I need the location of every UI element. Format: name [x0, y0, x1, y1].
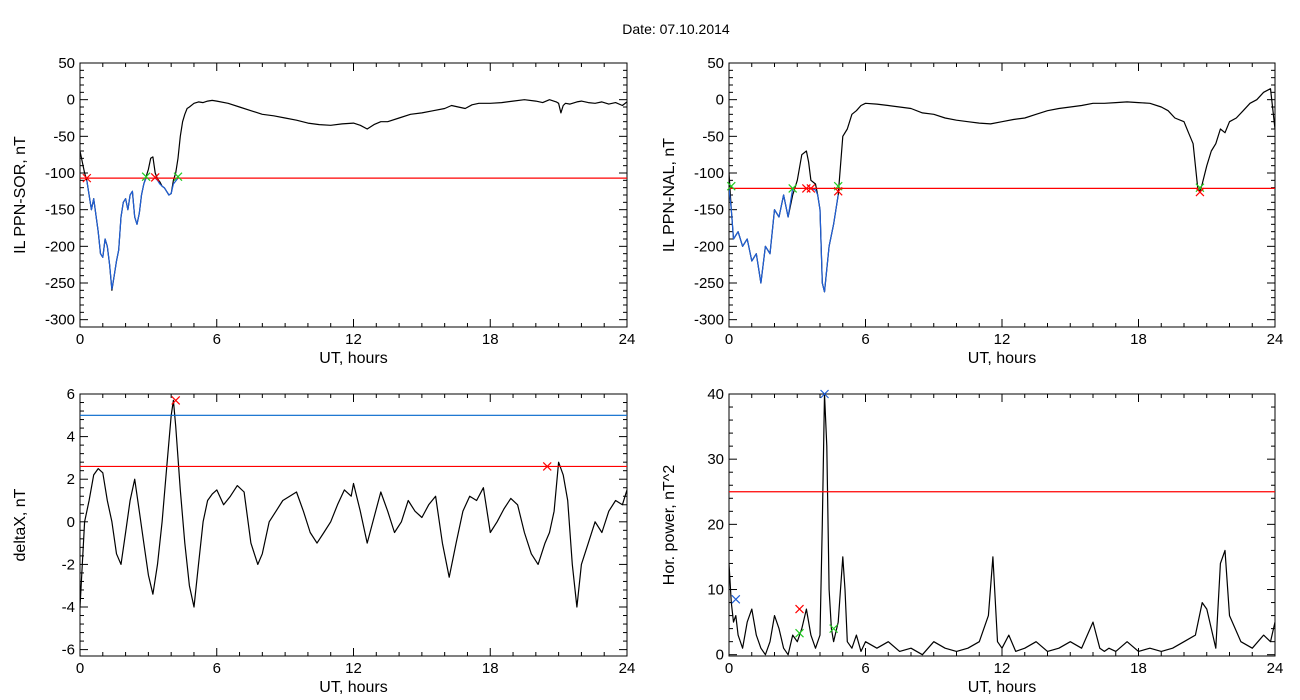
plot-area [729, 88, 1275, 293]
y-tick-label: 0 [67, 92, 75, 109]
event-marker [795, 604, 804, 614]
y-tick-label: -200 [694, 238, 724, 255]
y-tick-label: -300 [694, 312, 724, 329]
x-tick-label: 24 [1267, 660, 1284, 677]
y-axis-label: deltaX, nT [12, 488, 29, 561]
series-line-2 [808, 187, 839, 293]
series-line-1 [86, 177, 147, 290]
x-tick-label: 12 [994, 331, 1011, 348]
x-tick-label: 18 [482, 660, 499, 677]
chart-il-sor: 0 6 12 18 24 -300 -250 -200 -150 -100 -50 0 50 UT, ho… [12, 55, 635, 367]
plot-area [729, 394, 1275, 656]
event-marker [726, 181, 736, 191]
y-tick-label: 0 [67, 514, 75, 531]
event-marker [1195, 187, 1205, 197]
y-tick-label: 30 [707, 451, 724, 468]
y-tick-label: -50 [702, 128, 724, 145]
event-marker [806, 183, 816, 193]
plot-area [80, 99, 627, 291]
y-tick-label: -2 [62, 556, 75, 573]
x-tick-label: 12 [994, 660, 1011, 677]
event-marker [173, 172, 183, 182]
x-tick-label: 18 [1130, 331, 1147, 348]
chart-il-nal: 0 6 12 18 24 -300 -250 -200 -150 -100 -50 0 50 UT, ho… [661, 55, 1283, 367]
y-tick-label: 2 [67, 471, 75, 488]
x-tick-label: 12 [345, 331, 362, 348]
x-tick-label: 0 [725, 660, 733, 677]
event-marker [141, 172, 151, 182]
x-tick-label: 0 [76, 331, 84, 348]
x-axis-label: UT, hours [968, 679, 1036, 696]
y-tick-label: 50 [58, 55, 75, 72]
series-line-2 [154, 177, 179, 196]
y-tick-label: 0 [716, 92, 724, 109]
y-tick-label: -6 [62, 642, 75, 659]
plot-frame [728, 62, 1276, 328]
x-tick-label: 24 [619, 331, 636, 348]
series-line-0 [729, 394, 1275, 656]
y-axis-label: IL PPN-NAL, nT [661, 138, 678, 252]
y-tick-label: -4 [62, 599, 75, 616]
y-tick-label: -300 [45, 312, 75, 329]
y-tick-label: 0 [716, 647, 724, 664]
y-tick-label: 4 [67, 429, 75, 446]
event-marker [820, 389, 829, 399]
event-marker [833, 186, 843, 196]
chart-hor-power: 0 6 12 18 24 0 10 20 30 40 UT, hours Hor. power, nT… [661, 386, 1283, 696]
y-tick-label: -150 [45, 202, 75, 219]
x-tick-label: 24 [619, 660, 636, 677]
x-axis-label: UT, hours [968, 350, 1036, 367]
x-tick-label: 6 [861, 660, 869, 677]
y-tick-label: 20 [707, 516, 724, 533]
plot-area [80, 399, 627, 608]
event-marker [82, 173, 92, 183]
plot-frame [728, 393, 1276, 657]
y-tick-label: -150 [694, 202, 724, 219]
series-line-1 [729, 188, 794, 284]
x-tick-label: 6 [213, 331, 221, 348]
event-marker [829, 624, 839, 634]
x-tick-label: 6 [213, 660, 221, 677]
y-tick-label: 10 [707, 582, 724, 599]
event-marker [788, 183, 798, 193]
x-tick-label: 18 [482, 331, 499, 348]
plot-frame [79, 62, 628, 328]
x-tick-label: 0 [76, 660, 84, 677]
y-axis-label: Hor. power, nT^2 [661, 465, 678, 586]
x-tick-label: 18 [1130, 660, 1147, 677]
y-tick-label: -250 [694, 275, 724, 292]
x-tick-label: 12 [345, 660, 362, 677]
event-marker [1195, 183, 1205, 193]
y-tick-label: -100 [45, 165, 75, 182]
x-axis-label: UT, hours [319, 350, 387, 367]
series-line-0 [80, 399, 627, 608]
event-marker [542, 461, 552, 471]
x-axis-label: UT, hours [319, 679, 387, 696]
y-tick-label: -250 [45, 275, 75, 292]
y-tick-label: -50 [53, 128, 75, 145]
x-tick-label: 0 [725, 331, 733, 348]
x-tick-label: 6 [861, 331, 869, 348]
y-tick-label: 40 [707, 386, 724, 403]
y-tick-label: -100 [694, 165, 724, 182]
y-tick-label: 50 [707, 55, 724, 72]
event-marker [795, 628, 804, 638]
series-line-0 [80, 99, 627, 291]
figure-title: Date: 07.10.2014 [622, 21, 730, 37]
series-line-0 [729, 88, 1275, 293]
y-tick-label: -200 [45, 238, 75, 255]
y-axis-label: IL PPN-SOR, nT [12, 136, 29, 254]
y-tick-label: 6 [67, 386, 75, 403]
event-marker [150, 172, 160, 182]
event-marker [731, 594, 741, 604]
x-tick-label: 24 [1267, 331, 1284, 348]
event-marker [171, 395, 181, 405]
